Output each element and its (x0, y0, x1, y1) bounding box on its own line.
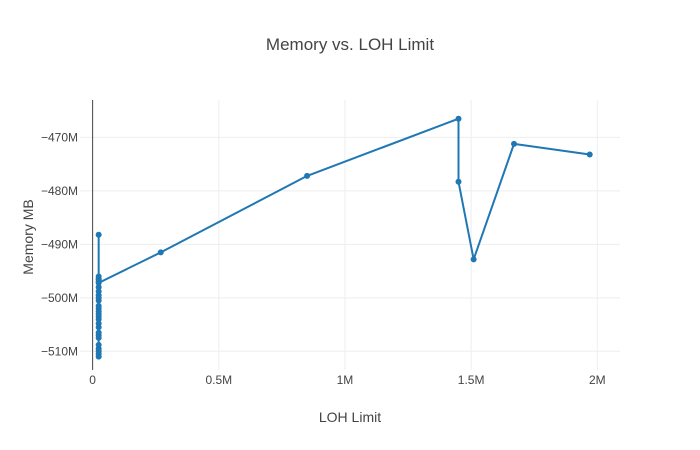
data-point (511, 140, 518, 147)
x-tick-label: 2M (589, 373, 606, 387)
x-axis-title: LOH Limit (319, 409, 381, 425)
x-tick-label: 1M (337, 373, 354, 387)
data-point (586, 151, 593, 158)
y-tick-label: −510M (41, 344, 78, 358)
data-point (304, 172, 311, 179)
data-point (157, 249, 164, 256)
x-tick-label: 0 (89, 373, 96, 387)
grid-lines (80, 100, 620, 370)
chart-title: Memory vs. LOH Limit (266, 35, 434, 54)
data-point (455, 178, 462, 185)
data-point (95, 284, 102, 291)
series-layer (95, 115, 593, 360)
x-tick-label: 0.5M (205, 373, 232, 387)
y-tick-label: −500M (41, 291, 78, 305)
tick-labels: 0 0.5M 1M 1.5M 2M −470M −480M −490M −500M −510M (41, 130, 606, 387)
data-point (95, 320, 102, 327)
data-point (95, 288, 102, 295)
data-point (95, 341, 102, 348)
y-tick-label: −470M (41, 130, 78, 144)
y-axis-title: Memory MB (20, 199, 36, 274)
data-point (95, 302, 102, 309)
data-point (470, 256, 477, 263)
y-tick-label: −480M (41, 184, 78, 198)
data-point (95, 279, 102, 286)
y-tick-label: −490M (41, 237, 78, 251)
data-point (455, 115, 462, 122)
data-point (95, 329, 102, 336)
x-tick-label: 1.5M (458, 373, 485, 387)
data-point (95, 231, 102, 238)
